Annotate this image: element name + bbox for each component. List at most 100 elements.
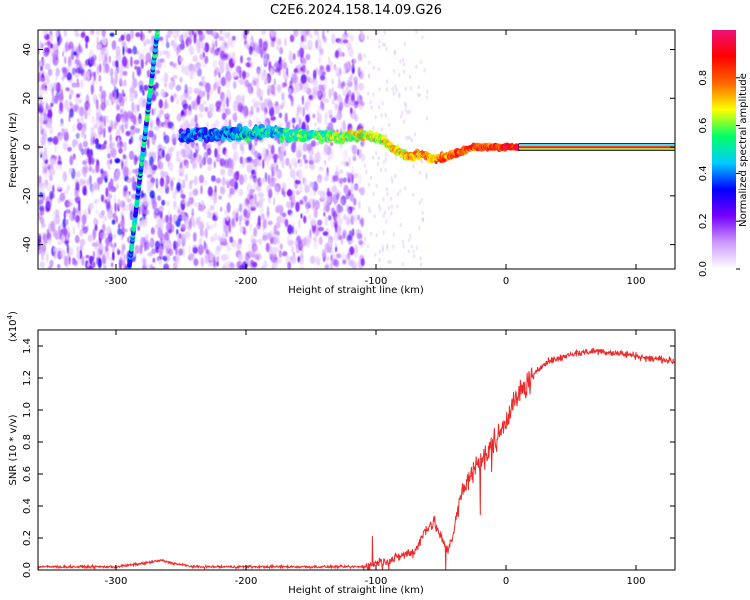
noise-blob — [220, 76, 226, 87]
noise-blob — [347, 216, 351, 225]
noise-blob — [300, 34, 304, 43]
noise-blob — [252, 175, 258, 183]
noise-blob — [258, 238, 262, 245]
noise-blob — [118, 256, 123, 266]
noise-blob — [161, 146, 167, 151]
noise-blob — [125, 46, 128, 54]
noise-blob — [81, 119, 84, 125]
noise-blob — [348, 259, 355, 267]
y-tick-label: 0.6 — [22, 466, 33, 482]
noise-blob — [74, 30, 79, 33]
noise-blob — [330, 219, 334, 230]
noise-blob — [105, 201, 111, 212]
noise-blob — [309, 190, 312, 197]
noise-blob — [177, 177, 181, 183]
noise-blob — [399, 189, 402, 194]
noise-blob — [130, 56, 133, 68]
noise-blob — [270, 181, 277, 188]
noise-blob — [426, 89, 429, 95]
noise-blob — [229, 265, 234, 269]
noise-blob — [120, 242, 126, 253]
noise-blob — [386, 246, 389, 251]
noise-blob — [223, 238, 227, 245]
noise-blob — [138, 221, 144, 228]
noise-blob — [278, 112, 283, 119]
noise-blob — [109, 32, 115, 37]
noise-blob — [306, 237, 311, 249]
noise-blob — [200, 221, 204, 230]
noise-blob — [204, 254, 209, 261]
noise-blob — [38, 247, 41, 256]
noise-blob — [289, 34, 295, 43]
noise-blob — [370, 105, 373, 110]
noise-blob — [154, 240, 160, 250]
noise-blob — [76, 122, 83, 131]
noise-blob — [172, 216, 178, 222]
noise-blob — [230, 158, 235, 170]
noise-blob — [292, 73, 297, 84]
noise-blob — [357, 52, 363, 62]
noise-blob — [193, 258, 199, 267]
noise-blob — [132, 45, 137, 55]
noise-blob — [274, 67, 280, 73]
noise-blob — [404, 103, 408, 109]
noise-blob — [244, 219, 250, 227]
noise-blob — [327, 109, 333, 115]
noise-blob — [412, 164, 415, 169]
noise-blob — [249, 60, 254, 66]
noise-blob — [80, 115, 84, 121]
noise-blob — [300, 66, 304, 72]
noise-blob — [325, 255, 330, 262]
y-tick-label: 20 — [22, 92, 33, 105]
noise-blob — [213, 81, 219, 89]
noise-blob — [306, 69, 310, 75]
noise-blob — [392, 232, 395, 237]
noise-blob — [193, 144, 199, 150]
noise-blob — [96, 36, 99, 45]
noise-blob — [123, 166, 129, 177]
noise-blob — [219, 243, 222, 253]
noise-blob — [186, 201, 191, 208]
noise-blob — [152, 84, 156, 91]
noise-blob — [296, 190, 300, 196]
noise-blob — [398, 93, 401, 99]
noise-blob — [315, 39, 319, 49]
noise-blob — [359, 32, 366, 41]
noise-blob — [80, 31, 86, 39]
noise-blob — [106, 161, 111, 169]
noise-blob — [320, 74, 326, 81]
noise-blob — [40, 124, 43, 131]
noise-blob — [169, 177, 175, 182]
noise-blob — [113, 176, 119, 182]
noise-blob — [392, 244, 395, 249]
noise-blob — [84, 108, 88, 120]
noise-blob — [302, 176, 305, 184]
noise-blob — [288, 56, 293, 62]
noise-blob — [75, 170, 81, 178]
noise-blob — [265, 242, 270, 253]
noise-blob — [192, 159, 196, 169]
noise-blob — [45, 102, 49, 110]
heatmap-cells — [38, 30, 675, 269]
noise-blob — [273, 236, 277, 245]
noise-blob — [378, 204, 381, 209]
noise-blob — [335, 206, 339, 214]
noise-blob — [340, 160, 346, 165]
noise-blob — [195, 30, 198, 36]
noise-blob — [328, 88, 332, 99]
noise-blob — [219, 237, 224, 246]
noise-blob — [258, 45, 264, 55]
colorbar-gradient — [712, 30, 736, 269]
noise-blob — [164, 184, 168, 195]
noise-blob — [351, 165, 354, 176]
noise-blob — [193, 33, 197, 44]
noise-blob — [155, 215, 161, 223]
noise-blob — [130, 125, 136, 130]
noise-blob — [295, 229, 298, 236]
noise-blob — [101, 36, 108, 46]
noise-blob — [248, 250, 254, 256]
noise-blob — [180, 223, 186, 231]
noise-blob — [304, 184, 310, 194]
noise-blob — [150, 263, 153, 269]
noise-blob — [304, 201, 311, 206]
